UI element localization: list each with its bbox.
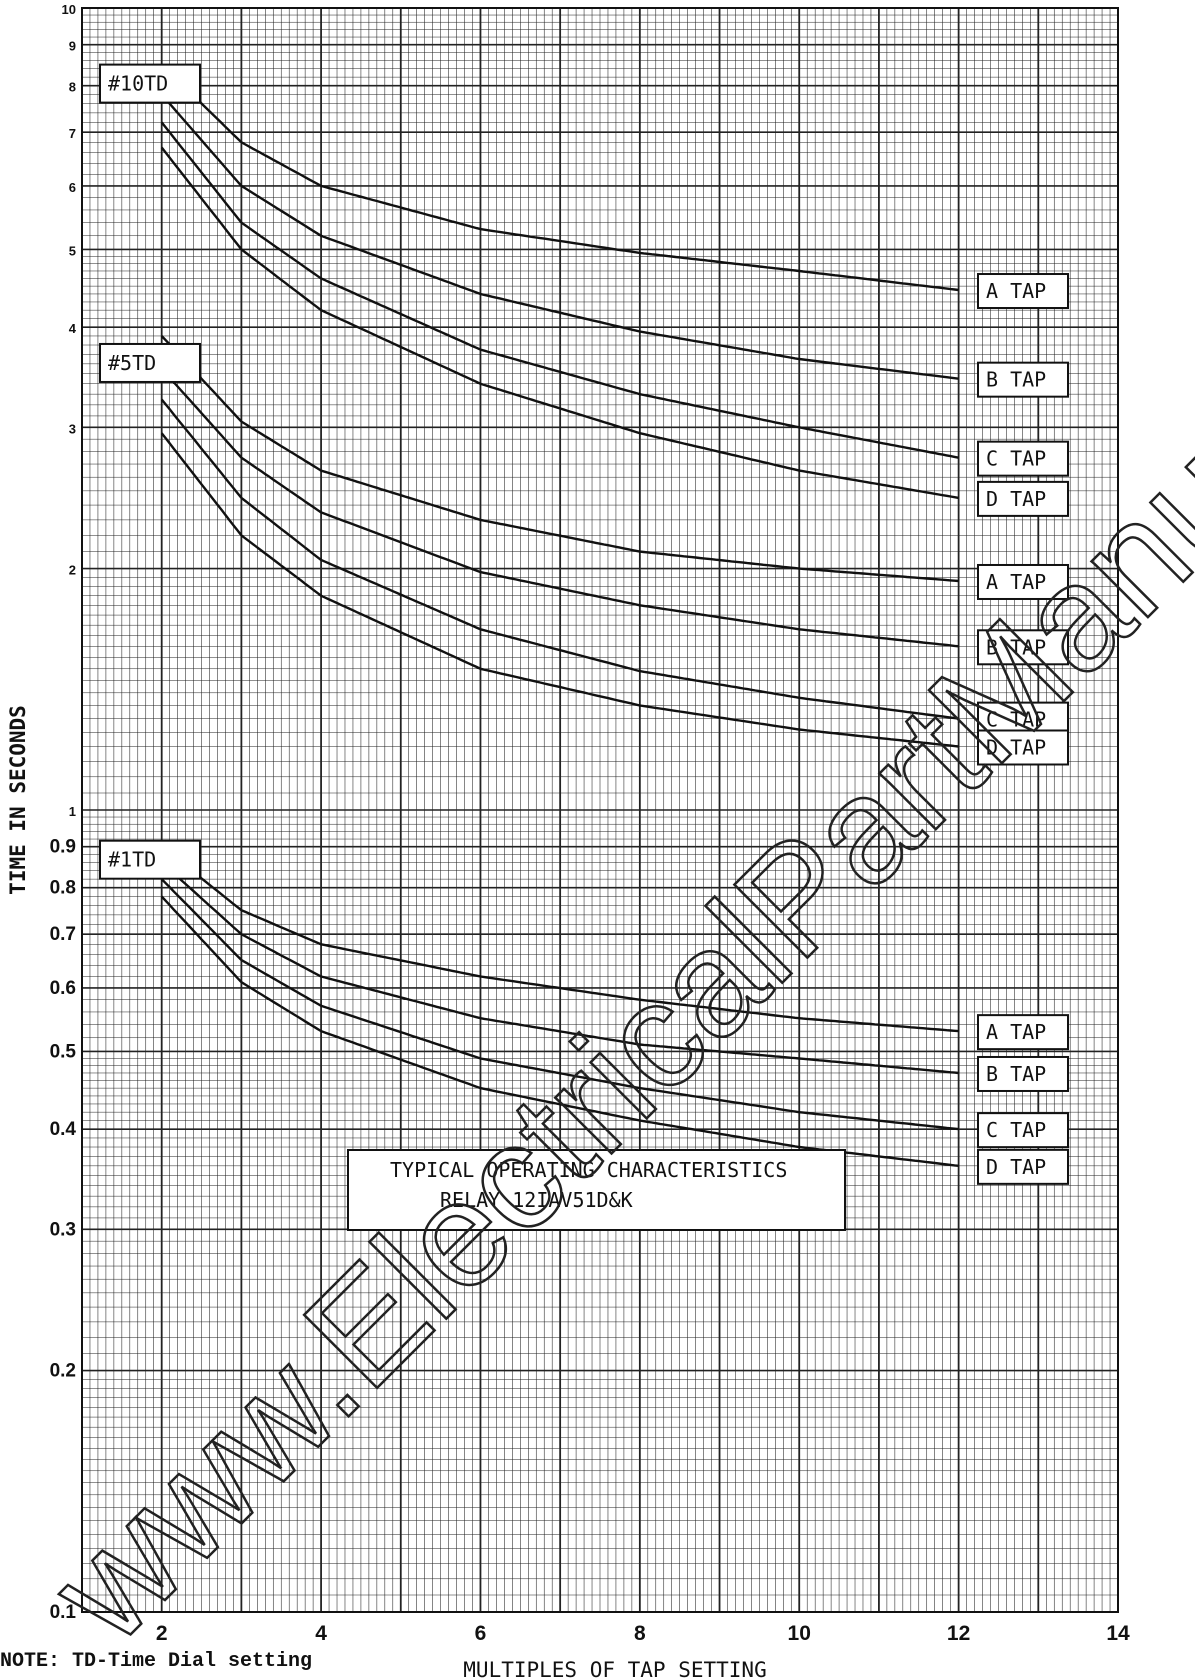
y-tick-label: 2 <box>69 563 76 578</box>
y-tick-label: 0.5 <box>50 1041 77 1062</box>
tap-label: D TAP <box>977 729 1069 766</box>
tap-label-text: C TAP <box>986 708 1046 732</box>
tap-label-box <box>977 480 1069 517</box>
title-box-rect <box>347 1149 846 1231</box>
group-label-text: #1TD <box>108 848 156 872</box>
group-label-text: #10TD <box>108 72 168 96</box>
curve-5TD-c-tap <box>160 398 959 720</box>
tap-label: A TAP <box>977 563 1069 600</box>
tap-label-text: B TAP <box>986 1062 1046 1086</box>
footer-note: NOTE: TD-Time Dial setting <box>0 1650 313 1673</box>
y-tick-label: 5 <box>69 243 76 258</box>
group-label: #5TD <box>99 342 201 383</box>
y-tick-label: 0.2 <box>50 1361 76 1382</box>
x-tick-label: 12 <box>947 1622 970 1645</box>
tap-label: B TAP <box>977 1055 1069 1092</box>
chart-subtitle: RELAY 12IAV51D&K <box>440 1188 633 1212</box>
y-tick-label: 7 <box>69 126 76 141</box>
x-tick-label: 8 <box>634 1622 646 1645</box>
y-tick-label: 0.7 <box>50 924 76 945</box>
tap-label: D TAP <box>977 1148 1069 1185</box>
chart-title: TYPICAL OPERATING CHARACTERISTICS <box>390 1158 787 1182</box>
tap-label-box <box>977 1014 1069 1051</box>
x-tick-label: 6 <box>475 1622 487 1645</box>
curve-10TD-b-tap <box>160 93 959 380</box>
curve-5TD-a-tap <box>160 335 959 583</box>
group-label: #10TD <box>99 63 201 104</box>
x-tick-label: 14 <box>1106 1622 1130 1645</box>
tap-label: B TAP <box>977 361 1069 398</box>
labels: #10TD A TAP B TAP C TAP D TAP #5TD A TAP B TAP C… <box>99 63 1069 1231</box>
tap-label-box <box>977 1055 1069 1092</box>
tap-label-box <box>977 440 1069 477</box>
group-label-box <box>99 63 201 104</box>
tap-label-text: C TAP <box>986 447 1046 471</box>
tap-label-box <box>977 563 1069 600</box>
y-tick-label: 0.9 <box>50 837 76 858</box>
group-label-box <box>99 839 201 880</box>
curve-10TD-c-tap <box>160 121 959 459</box>
plot-border <box>81 7 1119 1613</box>
tap-label-box <box>977 729 1069 766</box>
y-tick-label: 6 <box>69 180 76 195</box>
tap-label-box <box>977 273 1069 310</box>
axis-titles: MULTIPLES OF TAP SETTING TIME IN SECONDS <box>6 705 767 1680</box>
y-tick-label: 9 <box>69 39 76 54</box>
group-label-box <box>99 342 201 383</box>
y-tick-label: 0.4 <box>50 1119 77 1140</box>
tap-label: C TAP <box>977 440 1069 477</box>
x-tick-label: 2 <box>156 1622 168 1645</box>
tap-label: D TAP <box>977 480 1069 517</box>
curve-1TD-b-tap <box>160 861 959 1075</box>
tap-label-box <box>977 1148 1069 1185</box>
tap-label-text: D TAP <box>986 1155 1046 1179</box>
group-label-text: #5TD <box>108 351 156 375</box>
title-box: TYPICAL OPERATING CHARACTERISTICS RELAY 1… <box>347 1149 846 1231</box>
curve-10TD-d-tap <box>160 146 959 500</box>
tap-label: B TAP <box>977 629 1069 666</box>
y-tick-label: 8 <box>69 80 76 95</box>
y-tick-label: 0.1 <box>50 1602 77 1623</box>
tap-label-text: B TAP <box>986 635 1046 659</box>
x-tick-label: 10 <box>788 1622 811 1645</box>
tap-label-text: D TAP <box>986 487 1046 511</box>
y-tick-label: 0.8 <box>50 878 76 899</box>
y-tick-label: 0.3 <box>50 1219 76 1240</box>
curve-10TD-a-tap <box>160 63 959 292</box>
curve-1TD-c-tap <box>160 878 959 1131</box>
y-tick-label: 3 <box>69 421 76 436</box>
major-grid <box>81 7 1119 1613</box>
tap-label-text: D TAP <box>986 735 1046 759</box>
curve-5TD-b-tap <box>160 367 959 648</box>
tap-label-text: C TAP <box>986 1118 1046 1142</box>
curves <box>160 63 959 1167</box>
y-tick-label: 4 <box>69 321 77 336</box>
tick-labels: 2 4 6 8 10 12 14 10 9 8 7 6 5 4 3 2 1 0.9 0.8 0.7 0.6 0.5 0.4 0… <box>50 2 1130 1645</box>
curve-1TD-a-tap <box>160 845 959 1033</box>
tap-label-box <box>977 629 1069 666</box>
x-axis-label: MULTIPLES OF TAP SETTING <box>463 1658 766 1680</box>
y-axis-label: TIME IN SECONDS <box>6 705 30 895</box>
tap-label-text: A TAP <box>986 570 1046 594</box>
y-tick-label: 0.6 <box>50 978 76 999</box>
tap-label: A TAP <box>977 1014 1069 1051</box>
tap-label-box <box>977 361 1069 398</box>
group-label: #1TD <box>99 839 201 880</box>
tap-label-text: A TAP <box>986 1020 1046 1044</box>
curve-5TD-d-tap <box>160 432 959 748</box>
tap-label: C TAP <box>977 1112 1069 1149</box>
y-tick-label: 10 <box>62 2 76 17</box>
x-tick-label: 4 <box>315 1622 327 1645</box>
tap-label-box <box>977 1112 1069 1149</box>
tap-label: A TAP <box>977 273 1069 310</box>
y-tick-label: 1 <box>69 804 76 819</box>
tap-label-text: B TAP <box>986 368 1046 392</box>
tap-label-text: A TAP <box>986 279 1046 303</box>
